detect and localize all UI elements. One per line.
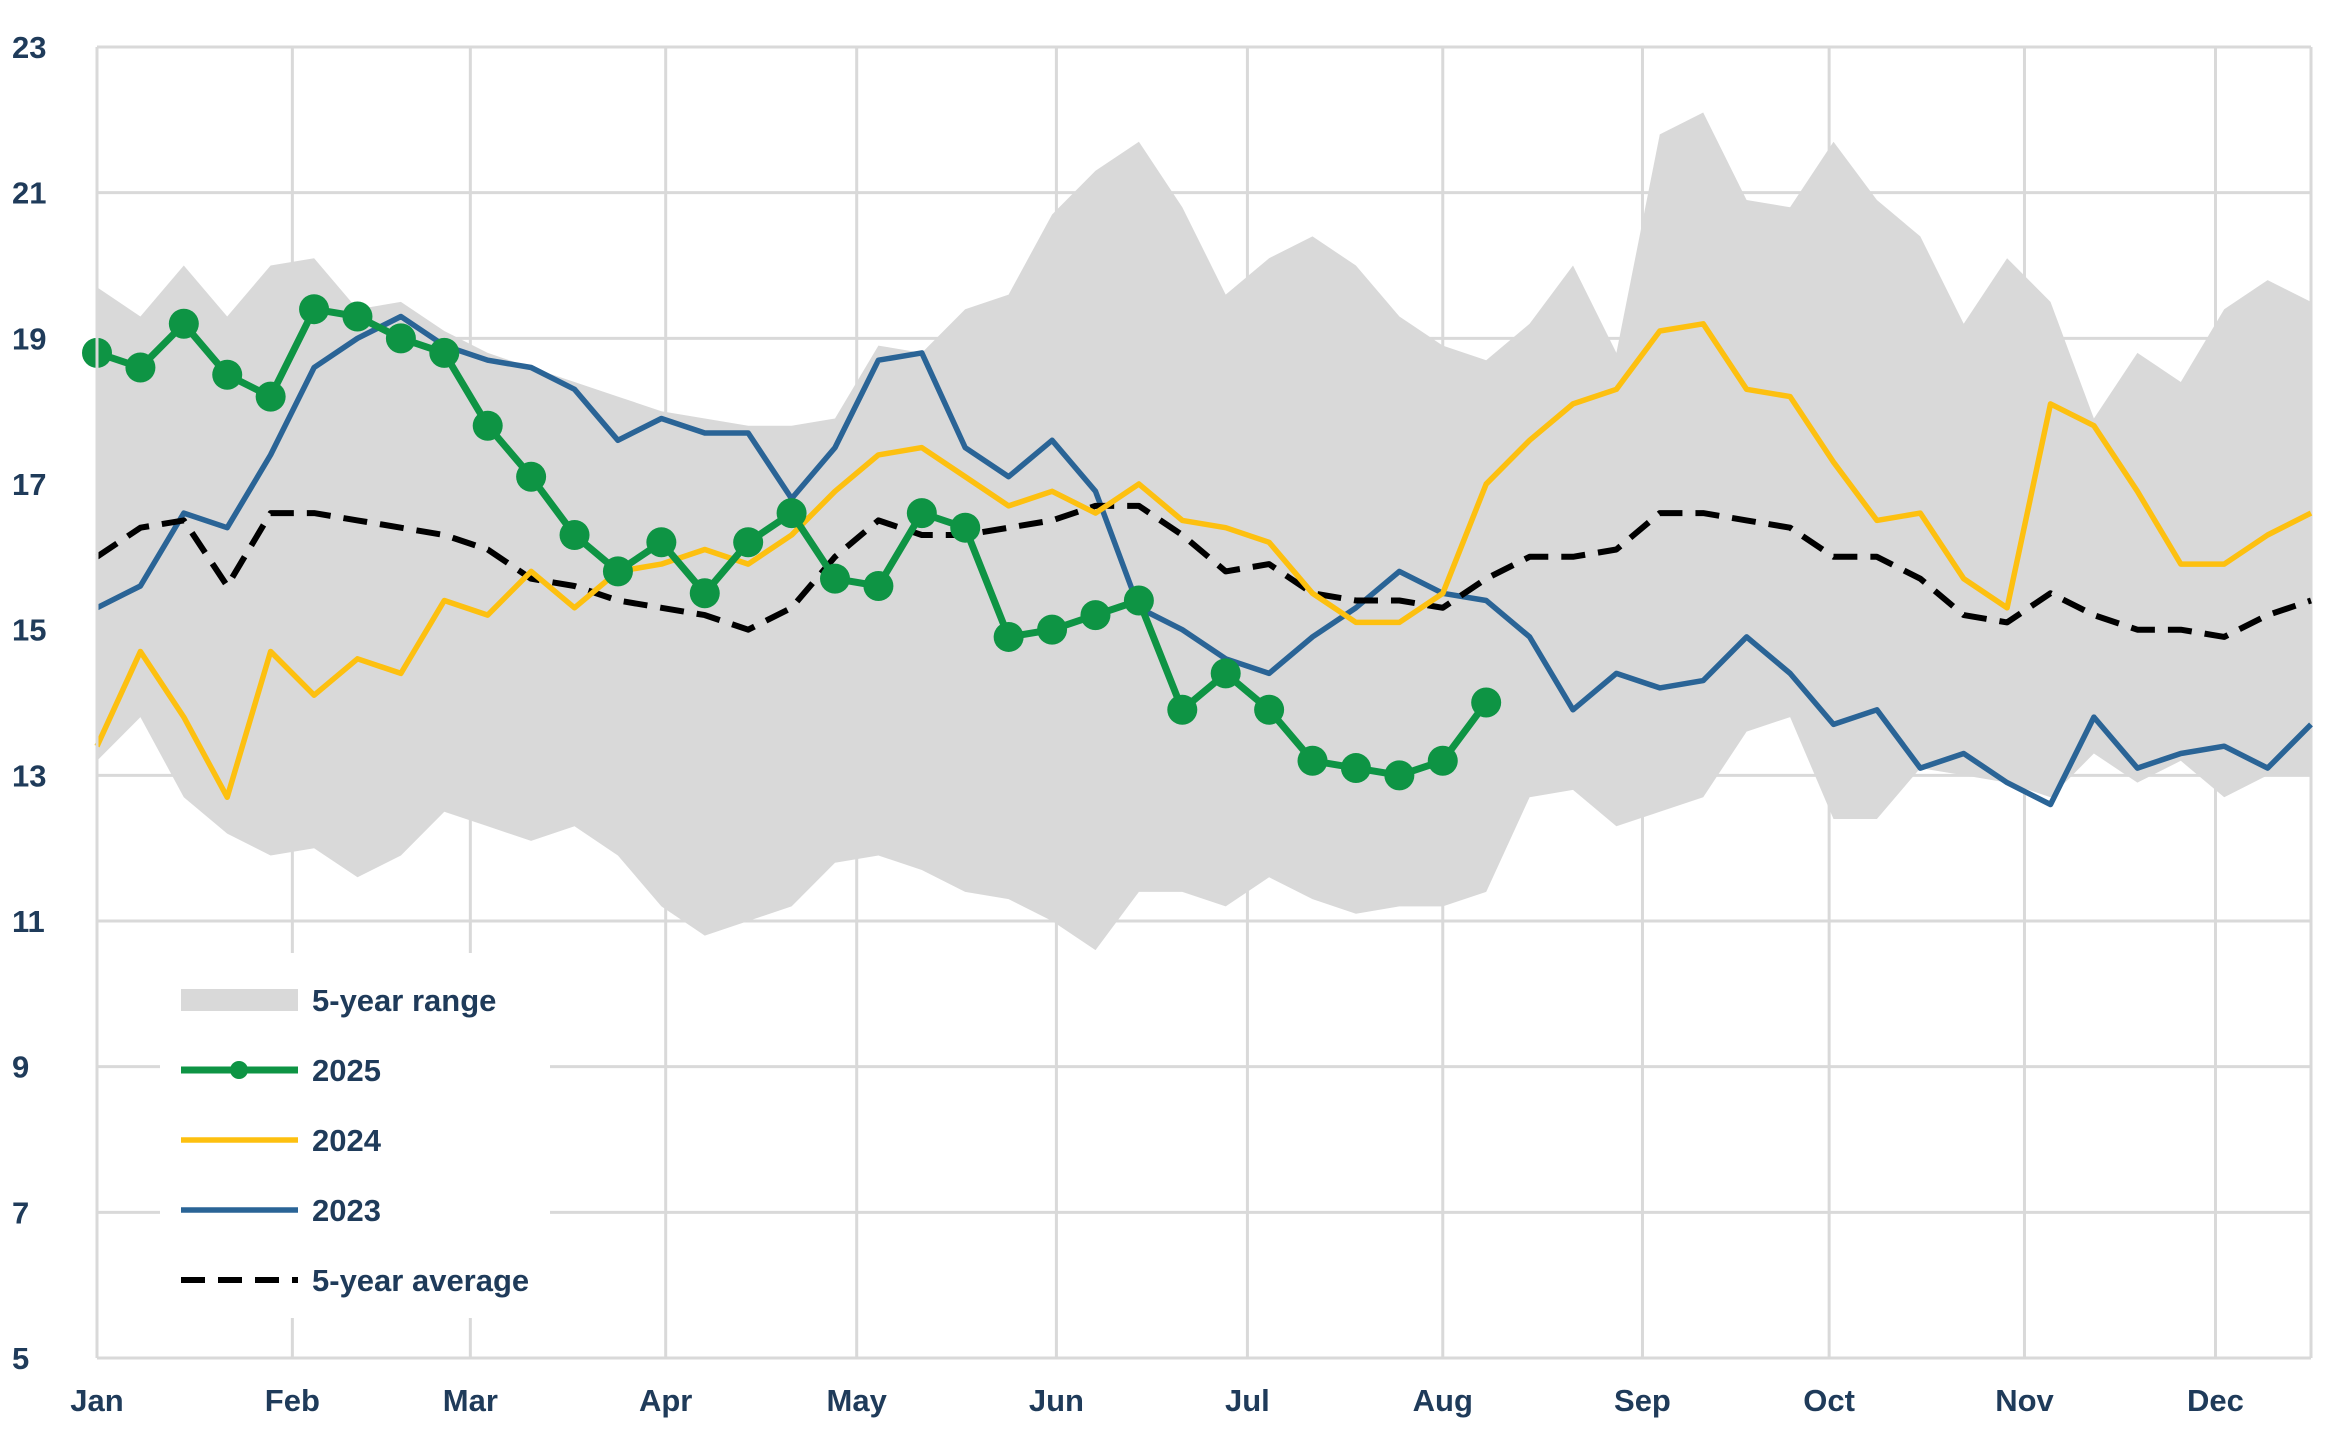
data-point-2025-week-25 [1123,585,1154,616]
data-point-2025-week-10 [472,410,503,441]
data-point-2025-week-23 [1037,614,1068,645]
x-tick-label-dec: Dec [2187,1383,2244,1418]
y-tick-label-5: 5 [12,1341,29,1376]
data-point-2025-week-11 [516,461,547,492]
series-lines [82,294,2313,808]
data-point-2025-week-19 [863,570,894,601]
y-tick-label-13: 13 [12,758,46,793]
data-point-2025-week-4 [212,359,243,390]
data-point-2025-week-17 [776,498,807,529]
series-line-2024 [94,321,2313,800]
x-tick-label-feb: Feb [265,1383,320,1418]
legend-marker-2025 [230,1061,248,1079]
y-tick-label-9: 9 [12,1050,29,1085]
data-point-2025-week-18 [820,563,850,594]
legend-swatch-5-year-range [181,989,298,1011]
data-point-2025-week-5 [255,381,286,412]
x-tick-label-apr: Apr [639,1383,692,1418]
data-point-2025-week-29 [1297,745,1328,776]
axes: 5 7 9 11 13 15 17 19 21 23 Jan Feb Mar Apr May Jun Jul Au… [12,30,2311,1418]
x-tick-label-sep: Sep [1614,1383,1671,1418]
legend-label-2025: 2025 [312,1053,381,1088]
data-point-2025-week-26 [1167,694,1198,725]
y-tick-label-7: 7 [12,1195,29,1230]
y-tick-label-15: 15 [12,613,46,648]
data-point-2025-week-33 [1471,687,1502,718]
y-tick-label-21: 21 [12,176,46,211]
x-tick-label-mar: Mar [443,1383,498,1418]
data-point-2025-week-24 [1080,600,1111,631]
legend-label-2024: 2024 [312,1123,382,1158]
data-point-2025-week-12 [559,519,590,550]
legend-background [160,953,550,1318]
data-point-2025-week-3 [168,308,199,339]
x-tick-label-jun: Jun [1029,1383,1084,1418]
range-band-group [97,112,2311,951]
series-5-year-range-band [97,112,2311,951]
data-point-2025-week-31 [1384,760,1415,791]
legend: 5-year range 2025 2024 2023 5-year average [160,953,550,1318]
x-tick-label-nov: Nov [1995,1383,2054,1418]
data-point-2025-week-16 [733,527,764,558]
legend-label-2023: 2023 [312,1193,381,1228]
x-tick-label-oct: Oct [1803,1383,1855,1418]
data-point-2025-week-22 [993,621,1024,652]
legend-label-5-year-average: 5-year average [312,1263,529,1298]
legend-label-5-year-range: 5-year range [312,983,496,1018]
data-point-2025-week-27 [1210,658,1241,689]
data-point-2025-week-32 [1427,745,1458,776]
x-tick-label-may: May [827,1383,888,1418]
series-line-5-year-average [95,502,2312,640]
data-point-2025-week-8 [385,323,416,354]
x-tick-label-aug: Aug [1413,1383,1473,1418]
data-point-2025-week-7 [342,301,373,332]
data-point-2025-week-28 [1254,694,1285,725]
data-point-2025-week-20 [906,498,937,529]
y-tick-label-23: 23 [12,30,46,65]
data-point-2025-week-9 [429,337,460,368]
data-point-2025-week-6 [299,294,330,325]
data-point-2025-week-15 [689,578,720,609]
data-point-2025-week-13 [602,556,633,587]
x-tick-label-jan: Jan [70,1383,123,1418]
data-point-2025-week-14 [646,527,677,558]
y-tick-label-17: 17 [12,467,46,502]
y-tick-label-19: 19 [12,321,46,356]
y-tick-label-11: 11 [12,904,45,939]
series-line-2023 [95,313,2313,808]
data-point-2025-week-21 [950,512,981,543]
data-point-2025-week-30 [1340,753,1371,784]
data-point-2025-week-2 [125,352,156,383]
x-tick-label-jul: Jul [1225,1383,1270,1418]
